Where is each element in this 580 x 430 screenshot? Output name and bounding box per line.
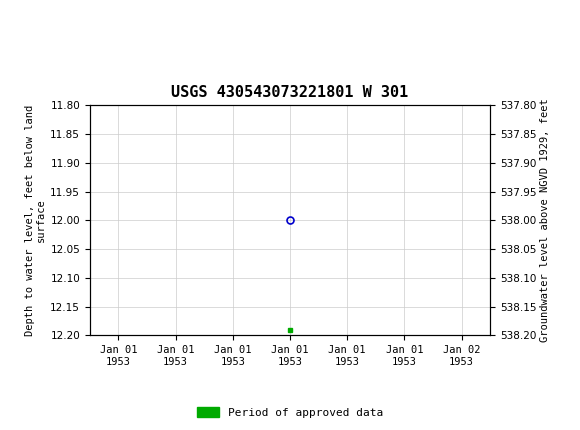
Y-axis label: Depth to water level, feet below land
surface: Depth to water level, feet below land su… (24, 105, 46, 336)
Title: USGS 430543073221801 W 301: USGS 430543073221801 W 301 (171, 85, 409, 100)
Y-axis label: Groundwater level above NGVD 1929, feet: Groundwater level above NGVD 1929, feet (541, 98, 550, 342)
Text: USGS: USGS (32, 12, 87, 29)
Legend: Period of approved data: Period of approved data (193, 403, 387, 422)
